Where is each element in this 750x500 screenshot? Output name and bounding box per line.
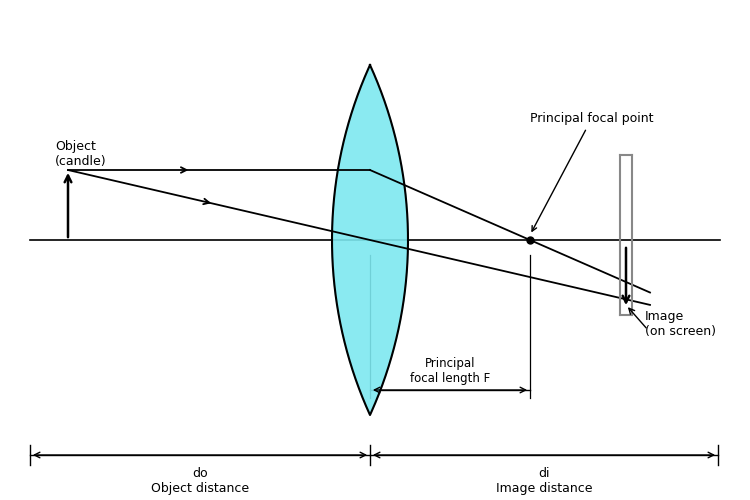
Polygon shape <box>332 65 408 415</box>
Text: Image
(on screen): Image (on screen) <box>645 310 716 338</box>
Text: Object
(candle): Object (candle) <box>55 140 106 168</box>
Text: do
Object distance: do Object distance <box>151 467 249 495</box>
Text: Principal focal point: Principal focal point <box>530 112 653 231</box>
Text: di
Image distance: di Image distance <box>496 467 592 495</box>
Text: Principal
focal length F: Principal focal length F <box>410 357 491 385</box>
